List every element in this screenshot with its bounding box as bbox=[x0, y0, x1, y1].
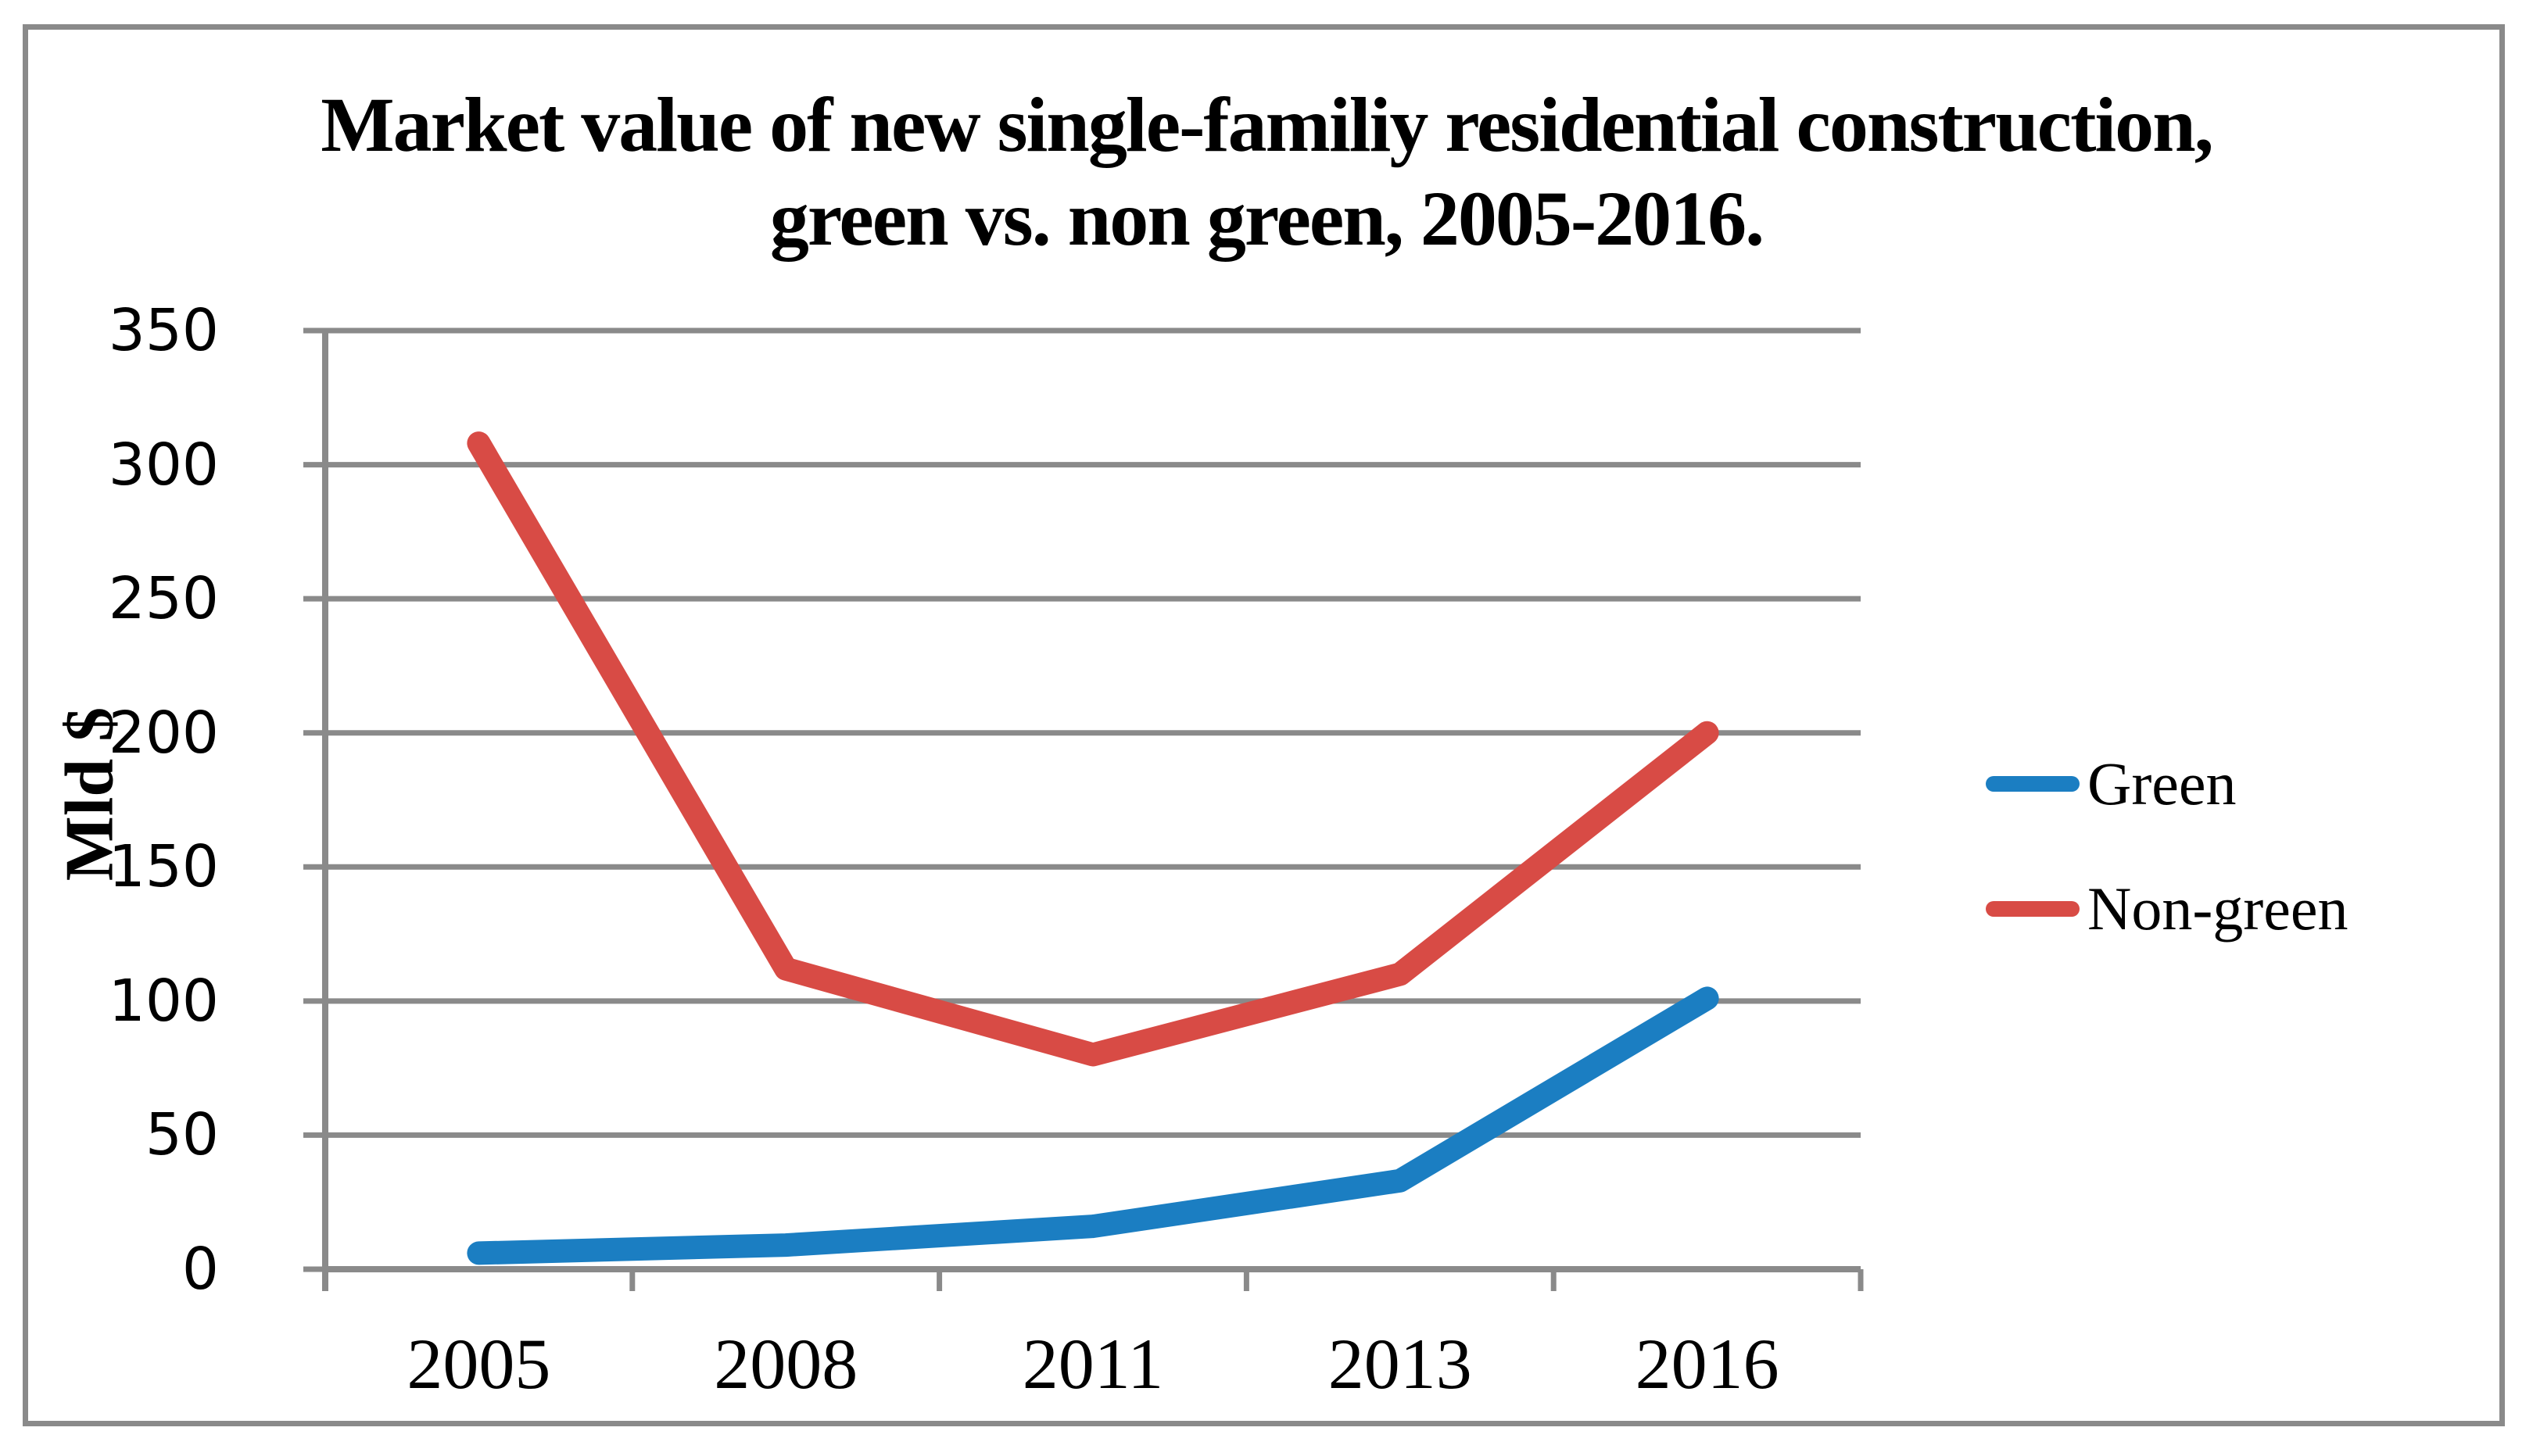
legend-swatch-non-green-line bbox=[1986, 901, 2080, 917]
x-axis-tick-label: 2011 bbox=[1022, 1324, 1164, 1404]
legend-item-green: Green bbox=[1986, 749, 2237, 819]
y-axis-tick-label: 250 bbox=[108, 565, 219, 633]
y-axis-tick-label: 300 bbox=[108, 431, 219, 499]
legend-swatch-green-line bbox=[1986, 776, 2080, 792]
chart-title-line2: green vs. non green, 2005-2016. bbox=[769, 175, 1765, 262]
legend: Green Non-green bbox=[1986, 0, 2502, 1456]
legend-item-non-green: Non-green bbox=[1986, 874, 2348, 944]
chart-title-line1: Market value of new single-familiy resid… bbox=[321, 81, 2214, 168]
series-line-non-green bbox=[467, 431, 1719, 1067]
x-axis-tick-label: 2008 bbox=[714, 1324, 858, 1404]
y-axis-tick-label: 200 bbox=[108, 699, 219, 767]
y-axis-tick-label: 100 bbox=[108, 967, 219, 1035]
x-axis-tick-label: 2016 bbox=[1635, 1324, 1779, 1404]
legend-label-non-green: Non-green bbox=[2087, 875, 2348, 943]
chart-title: Market value of new single-familiy resid… bbox=[0, 78, 2533, 266]
figure-border bbox=[23, 24, 2505, 1426]
y-axis-tick-label: 350 bbox=[108, 297, 219, 364]
legend-label-green: Green bbox=[2087, 749, 2237, 817]
y-axis-tick-label: 50 bbox=[145, 1101, 219, 1169]
x-axis-tick-label: 2005 bbox=[407, 1324, 551, 1404]
y-axis-tick-label: 0 bbox=[181, 1236, 219, 1303]
y-axis-tick-label: 150 bbox=[108, 833, 219, 901]
x-axis-tick-label: 2013 bbox=[1327, 1324, 1472, 1404]
series-line-green bbox=[467, 986, 1719, 1265]
